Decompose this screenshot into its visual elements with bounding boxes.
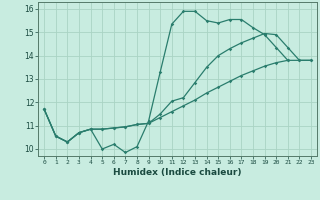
X-axis label: Humidex (Indice chaleur): Humidex (Indice chaleur) — [113, 168, 242, 177]
